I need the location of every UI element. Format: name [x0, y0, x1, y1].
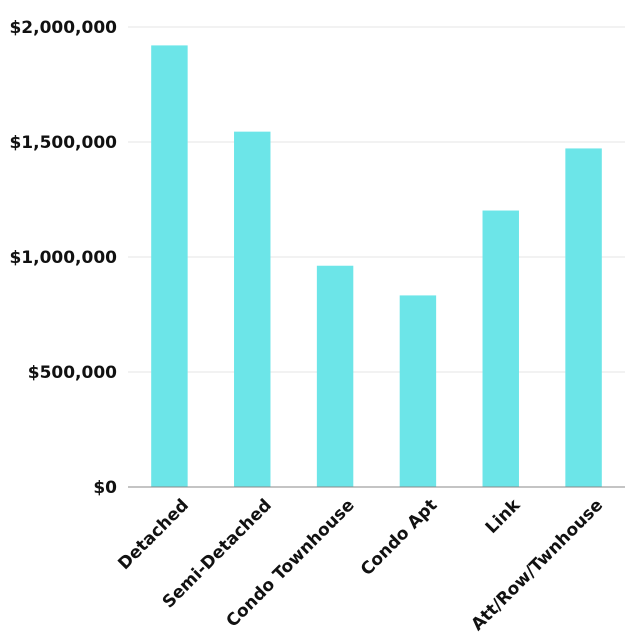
y-tick-label: $1,500,000	[9, 133, 117, 153]
bar-link	[482, 210, 519, 488]
gridlines	[128, 26, 625, 373]
x-tick-label: Condo Apt	[357, 495, 441, 579]
bar-condo-townhouse	[316, 265, 354, 487]
y-tick-label: $2,000,000	[9, 18, 117, 38]
y-tick-label: $500,000	[28, 363, 117, 383]
bars	[151, 45, 602, 488]
x-tick-label: Detached	[114, 495, 193, 574]
y-tick-label: $0	[93, 478, 117, 498]
bar-semi-detached	[234, 131, 271, 487]
y-axis-ticks: $0 $500,000 $1,000,000 $1,500,000 $2,000,000	[9, 18, 117, 498]
bar-condo-apt	[399, 295, 437, 487]
y-tick-label: $1,000,000	[9, 248, 117, 268]
bar-detached	[151, 45, 188, 488]
x-tick-label: Link	[482, 495, 525, 538]
bar-att-row-twnhouse	[565, 148, 602, 487]
